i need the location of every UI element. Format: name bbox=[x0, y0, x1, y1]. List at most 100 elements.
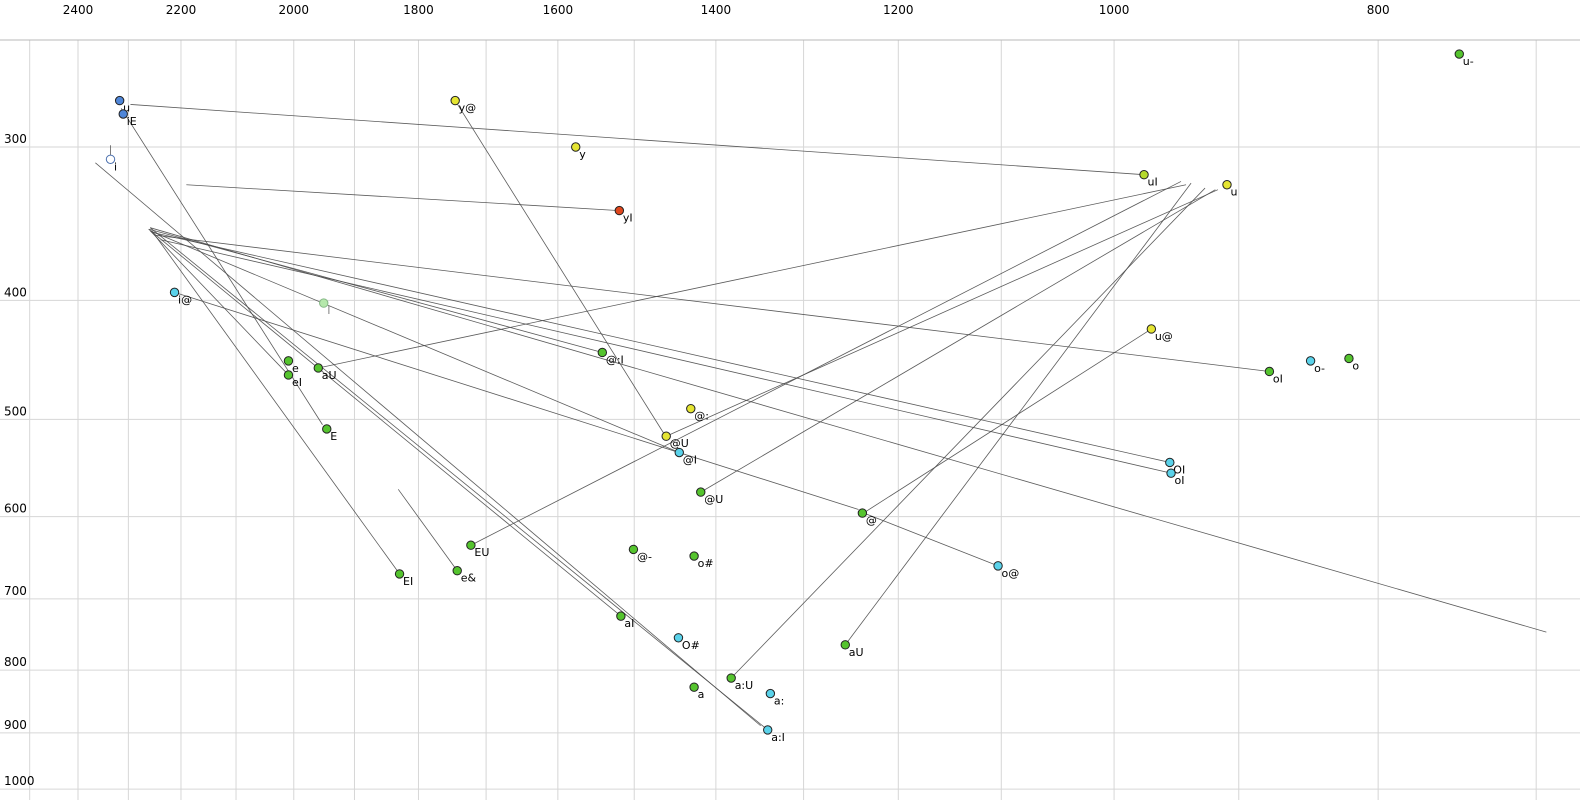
trajectory-line bbox=[151, 230, 400, 575]
vowel-point-label: @U bbox=[704, 493, 723, 506]
vowel-point[interactable] bbox=[597, 347, 608, 358]
vowel-point[interactable] bbox=[661, 431, 671, 441]
vowel-point-label: uI bbox=[1148, 176, 1158, 189]
trajectory-line bbox=[865, 328, 1152, 512]
vowel-point-label: o bbox=[1352, 359, 1359, 372]
x-axis-tick-label: 1000 bbox=[1099, 3, 1130, 17]
vowel-point[interactable] bbox=[726, 673, 736, 683]
x-axis-tick-label: 2000 bbox=[278, 3, 309, 17]
y-axis-tick-label: 800 bbox=[4, 655, 27, 669]
x-axis-tick-label: 2200 bbox=[166, 3, 197, 17]
vowel-point-label: @:I bbox=[606, 353, 624, 366]
vowel-point-label: u bbox=[123, 102, 130, 115]
grid-layer bbox=[0, 39, 1580, 800]
vowel-point-label: eI bbox=[292, 376, 302, 389]
vowel-point-label: o# bbox=[698, 557, 714, 570]
vowel-point[interactable] bbox=[1139, 170, 1149, 180]
vowel-point[interactable] bbox=[689, 682, 699, 692]
y-axis-tick-label: 600 bbox=[4, 502, 27, 516]
vowel-point[interactable] bbox=[673, 633, 684, 643]
y-axis-tick-label: 700 bbox=[4, 584, 27, 598]
vowel-point[interactable] bbox=[313, 363, 323, 373]
trajectory-line bbox=[95, 162, 761, 727]
vowel-point[interactable] bbox=[1264, 366, 1275, 377]
vowel-point-label: o- bbox=[1314, 362, 1325, 375]
vowel-point-label: @- bbox=[637, 550, 652, 563]
vowel-point[interactable] bbox=[283, 356, 294, 366]
x-axis-tick-labels: 2400 2200 2000 1800 1600 1400 1200 1000 800 bbox=[63, 3, 1390, 17]
trajectory-line bbox=[454, 100, 667, 438]
vowel-point-label: aI bbox=[624, 617, 634, 630]
vowel-point-label: i@ bbox=[178, 293, 192, 306]
vowel-point[interactable] bbox=[765, 688, 776, 699]
vowel-point-label: y@ bbox=[459, 102, 477, 115]
vowel-point[interactable] bbox=[450, 95, 460, 106]
vowel-point-label: u@ bbox=[1155, 330, 1173, 343]
trajectory-line bbox=[666, 189, 1219, 437]
trajectory-line bbox=[150, 227, 1547, 633]
vowel-point[interactable] bbox=[466, 540, 476, 550]
vowel-point[interactable] bbox=[614, 205, 625, 216]
vowel-point-label: @: bbox=[694, 410, 709, 423]
vowel-point[interactable] bbox=[628, 544, 639, 555]
vowel-point-label: a:I bbox=[771, 731, 785, 744]
vowel-point-label: yI bbox=[623, 212, 633, 225]
vowel-point[interactable] bbox=[840, 640, 850, 650]
vowel-point[interactable] bbox=[993, 561, 1003, 571]
vowel-point[interactable] bbox=[857, 508, 868, 518]
vowel-point-label: e& bbox=[461, 572, 477, 585]
vowel-point[interactable] bbox=[452, 566, 462, 576]
vowel-point-label: a:U bbox=[735, 679, 754, 692]
vowel-point[interactable] bbox=[114, 95, 125, 106]
vowel-point[interactable] bbox=[1166, 468, 1176, 478]
trajectory-line bbox=[148, 228, 622, 617]
vowel-point-label: i bbox=[114, 160, 117, 173]
vowel-point[interactable] bbox=[571, 142, 581, 152]
vowel-point-label: aU bbox=[322, 369, 337, 382]
vowel-point[interactable] bbox=[1165, 457, 1175, 468]
vowel-point[interactable] bbox=[322, 424, 332, 434]
trajectory-line bbox=[155, 234, 1270, 372]
trajectory-line bbox=[866, 513, 999, 567]
trajectory-lines-layer bbox=[95, 100, 1547, 731]
vowel-point[interactable] bbox=[1454, 49, 1464, 59]
vowel-point[interactable] bbox=[674, 447, 684, 458]
vowel-point[interactable] bbox=[283, 370, 294, 380]
vowel-point-label: @U bbox=[670, 437, 689, 450]
vowel-point[interactable] bbox=[686, 403, 696, 414]
trajectory-line bbox=[149, 227, 768, 731]
vowel-point[interactable] bbox=[169, 287, 180, 298]
y-axis-tick-label: 500 bbox=[4, 404, 27, 418]
y-axis-tick-label: 900 bbox=[4, 718, 27, 732]
trajectory-line bbox=[318, 184, 1187, 369]
vowel-point[interactable] bbox=[105, 154, 116, 165]
x-axis-tick-label: 1400 bbox=[701, 3, 732, 17]
vowel-point-label: u- bbox=[1463, 55, 1474, 68]
vowel-point[interactable] bbox=[1222, 180, 1232, 190]
vowel-point-label: oI bbox=[1175, 474, 1185, 487]
vowel-point[interactable] bbox=[118, 109, 128, 119]
vowel-point[interactable] bbox=[689, 551, 699, 561]
vowel-point[interactable] bbox=[696, 487, 706, 497]
vowel-point-label: y bbox=[579, 148, 586, 161]
vowel-point-label: @I bbox=[683, 454, 697, 467]
x-axis-tick-label: 2400 bbox=[63, 3, 94, 17]
data-points-layer: u-uiEiy@yyIuIui@Iu@o-ooIeeIaU@:I@:@U@IE@… bbox=[105, 49, 1474, 744]
vowel-point-label: EI bbox=[403, 575, 413, 588]
vowel-point-label: O# bbox=[682, 639, 700, 652]
vowel-point[interactable] bbox=[1344, 353, 1354, 364]
vowel-point[interactable] bbox=[763, 725, 773, 735]
trajectory-line bbox=[130, 104, 1145, 176]
vowel-point[interactable] bbox=[616, 611, 626, 621]
vowel-point[interactable] bbox=[319, 298, 329, 308]
y-axis-tick-label: 400 bbox=[4, 285, 27, 299]
y-axis-tick-label: 1000 bbox=[4, 774, 35, 788]
vowel-point[interactable] bbox=[1146, 324, 1157, 334]
vowel-point-label: o@ bbox=[1002, 567, 1020, 580]
x-axis-tick-label: 1800 bbox=[403, 3, 434, 17]
trajectory-line bbox=[151, 231, 1170, 463]
vowel-point[interactable] bbox=[1305, 356, 1316, 366]
vowel-point[interactable] bbox=[394, 569, 405, 579]
